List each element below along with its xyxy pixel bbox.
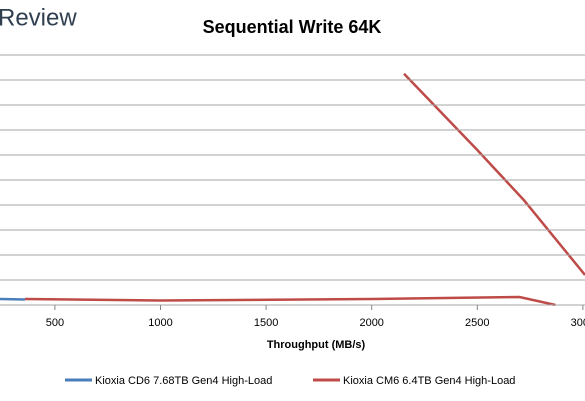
legend-label: Kioxia CD6 7.68TB Gen4 High-Load: [95, 375, 272, 387]
x-tick-label: 500: [46, 317, 64, 329]
logo: Review: [0, 4, 77, 31]
series-line: [0, 297, 25, 301]
x-tick-label: 3000: [571, 317, 585, 329]
chart-title: Sequential Write 64K: [203, 17, 382, 37]
legend-label: Kioxia CM6 6.4TB Gen4 High-Load: [343, 375, 515, 387]
x-tick-label: 2500: [465, 317, 489, 329]
x-tick-label: 1500: [254, 317, 278, 329]
plot-lines: [0, 72, 585, 306]
x-tick-label: 2000: [359, 317, 383, 329]
x-tick-label: 1000: [148, 317, 172, 329]
x-axis-label: Throughput (MB/s): [267, 339, 366, 351]
series-line: [24, 72, 585, 306]
